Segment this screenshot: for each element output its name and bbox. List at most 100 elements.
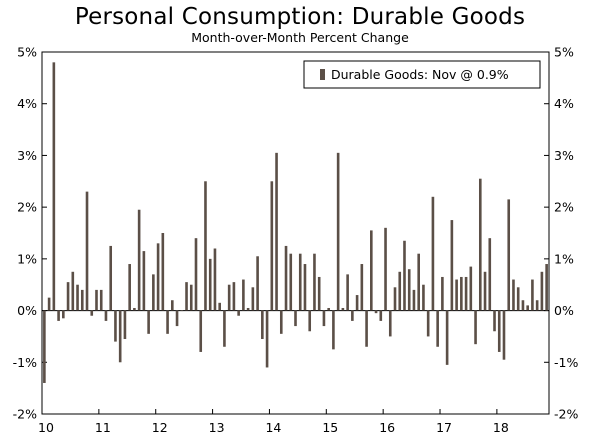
- data-bar: [133, 307, 136, 311]
- data-bar: [422, 284, 425, 311]
- data-bar: [256, 256, 259, 311]
- chart-subtitle: Month-over-Month Percent Change: [191, 30, 409, 45]
- x-tick-label: 11: [95, 420, 111, 435]
- data-bar: [478, 178, 482, 311]
- data-bar: [512, 279, 515, 311]
- data-bar: [308, 310, 312, 332]
- data-bar: [62, 310, 65, 319]
- data-bar: [493, 310, 496, 332]
- left-tick-label: -1%: [13, 355, 37, 370]
- data-bar: [336, 152, 340, 311]
- plot-area-border: [41, 51, 550, 415]
- data-bar: [95, 289, 98, 311]
- data-bar: [507, 199, 511, 311]
- right-tick-label: -1%: [554, 355, 578, 370]
- data-bar: [327, 307, 330, 311]
- data-bar: [346, 274, 349, 311]
- left-tick-label: 0%: [17, 303, 37, 318]
- x-tick-label: 14: [265, 420, 281, 435]
- data-bar: [199, 310, 203, 352]
- data-bar: [90, 310, 94, 316]
- data-bar: [99, 289, 103, 311]
- data-bar: [483, 271, 487, 311]
- x-tick-label: 16: [379, 420, 395, 435]
- data-bar: [142, 251, 146, 311]
- data-bar: [223, 310, 226, 347]
- data-bar: [332, 310, 335, 350]
- right-tick-label: 5%: [554, 45, 574, 60]
- data-bar: [460, 276, 463, 311]
- chart-title: Personal Consumption: Durable Goods: [74, 4, 526, 30]
- x-tick-label: 12: [152, 420, 168, 435]
- data-bar: [469, 266, 473, 311]
- data-bar: [218, 302, 221, 311]
- left-tick-label: 2%: [17, 200, 37, 215]
- data-bar: [189, 284, 193, 311]
- data-bar: [227, 284, 231, 311]
- right-tick-label: 3%: [554, 148, 574, 163]
- data-bar: [208, 258, 212, 311]
- right-tick-label: 4%: [554, 96, 574, 111]
- data-bar: [128, 264, 131, 311]
- data-bar: [441, 276, 444, 311]
- data-bar: [246, 307, 250, 311]
- data-bar: [284, 245, 288, 311]
- x-tick-label: 18: [493, 420, 509, 435]
- data-bar: [261, 310, 264, 340]
- data-bar: [426, 310, 430, 337]
- data-bar: [156, 243, 160, 311]
- legend: Durable Goods: Nov @ 0.9%: [303, 60, 541, 89]
- data-bar: [412, 289, 416, 311]
- data-bar: [289, 253, 293, 311]
- data-bar: [431, 196, 435, 311]
- legend-label: Durable Goods: Nov @ 0.9%: [331, 67, 509, 82]
- data-bar: [52, 62, 56, 311]
- data-bar: [232, 282, 236, 311]
- data-bar: [488, 238, 492, 311]
- data-bar: [374, 310, 378, 314]
- data-bar: [497, 310, 501, 352]
- x-tick-label: 17: [436, 420, 452, 435]
- data-bar: [114, 310, 117, 342]
- data-bar: [474, 310, 477, 345]
- x-tick-label: 13: [209, 420, 225, 435]
- data-bar: [450, 220, 454, 311]
- data-bar: [185, 282, 188, 311]
- right-tick-label: 2%: [554, 200, 574, 215]
- data-bar: [147, 310, 150, 334]
- data-bar: [204, 181, 207, 311]
- left-tick-label: -2%: [13, 407, 37, 422]
- data-bar: [398, 271, 402, 311]
- data-bar: [279, 310, 283, 334]
- right-tick-label: 1%: [554, 251, 574, 266]
- right-axis-ticks: 5% 4% 3% 2% 1% 0% -1% -2%: [544, 45, 578, 422]
- bars-group: [43, 62, 548, 383]
- data-bar: [322, 310, 326, 327]
- data-bar: [365, 310, 368, 347]
- data-bar: [341, 307, 345, 311]
- data-bar: [294, 310, 297, 327]
- data-bar: [76, 284, 79, 311]
- data-bar: [47, 297, 51, 311]
- data-bar: [370, 230, 373, 311]
- legend-box: [303, 60, 541, 89]
- data-bar: [502, 310, 506, 360]
- data-bar: [317, 276, 321, 311]
- x-axis-ticks: 10 11 12 13 14 15 16 17 18: [38, 409, 509, 435]
- data-bar: [237, 310, 240, 316]
- data-bar: [388, 310, 392, 337]
- data-bar: [403, 240, 406, 311]
- data-bar: [407, 269, 411, 311]
- data-bar: [71, 271, 75, 311]
- data-bar: [80, 289, 84, 311]
- x-tick-label: 10: [38, 420, 54, 435]
- data-bar: [194, 238, 198, 311]
- left-tick-label: 4%: [17, 96, 37, 111]
- data-bar: [360, 264, 364, 311]
- data-bar: [526, 305, 529, 311]
- data-bar: [540, 271, 544, 311]
- data-bar: [417, 253, 420, 311]
- data-bar: [393, 287, 397, 311]
- right-tick-label: -2%: [554, 407, 578, 422]
